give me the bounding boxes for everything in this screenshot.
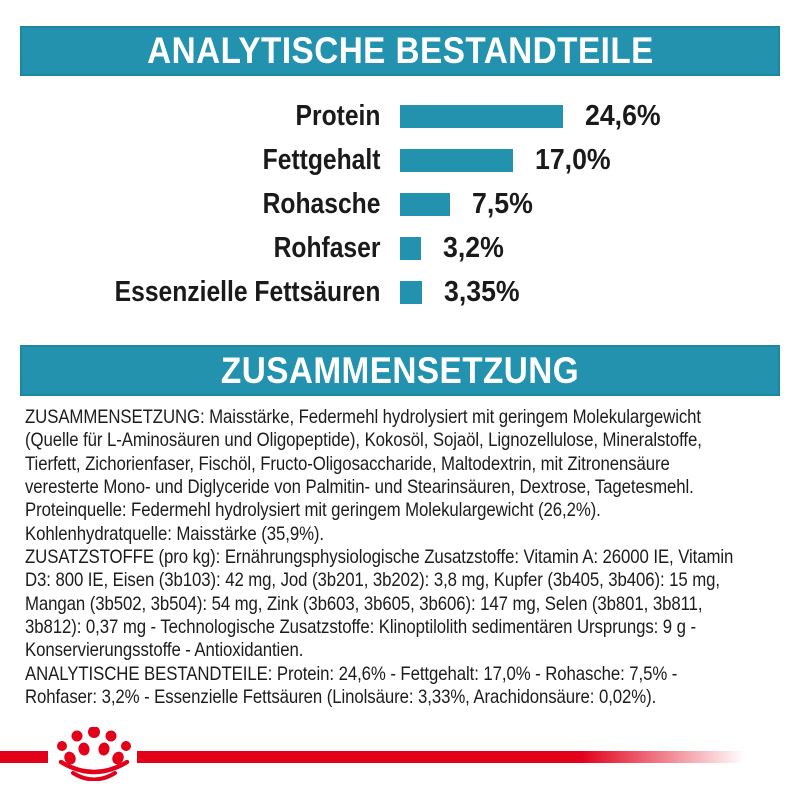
brand-stripe-left (0, 751, 48, 763)
analytical-banner-title: ANALYTISCHE BESTANDTEILE (146, 30, 654, 71)
composition-text-line: Rohfaser: 3,2% - Essenzielle Fettsäuren … (25, 686, 657, 709)
composition-text-line: D3: 800 IE, Eisen (3b103): 42 mg, Jod (3… (25, 569, 720, 592)
chart-bar (400, 236, 422, 260)
chart-value-label: 3,2% (443, 231, 505, 264)
composition-text-line: (Quelle für L-Aminosäuren und Oligopepti… (25, 429, 702, 452)
chart-row: Essenzielle Fettsäuren 3,35% (0, 270, 800, 314)
analytical-constituents-chart: Protein 24,6% Fettgehalt 17,0% Rohasche … (0, 94, 800, 314)
chart-value-label: 17,0% (534, 143, 611, 176)
composition-text-line: ZUSATZSTOFFE (pro kg): Ernährungsphysiol… (25, 546, 734, 569)
chart-value-label: 7,5% (471, 187, 533, 220)
brand-stripe-right (137, 751, 745, 763)
chart-bar (400, 192, 450, 216)
chart-category-label: Fettgehalt (262, 143, 381, 176)
royal-canin-crown-icon (57, 727, 131, 781)
chart-category-label: Essenzielle Fettsäuren (114, 275, 381, 308)
composition-text-line: Tierfett, Zichorienfaser, Fischöl, Fruct… (25, 452, 670, 475)
chart-bar (400, 148, 513, 172)
composition-text-line: Proteinquelle: Federmehl hydrolysiert mi… (25, 499, 601, 522)
composition-banner-title: ZUSAMMENSETZUNG (220, 349, 580, 391)
chart-bar (400, 104, 563, 128)
chart-category-label: Rohfaser (273, 231, 381, 264)
composition-text-line: ZUSAMMENSETZUNG: Maisstärke, Federmehl h… (25, 406, 701, 428)
composition-text-block: ZUSAMMENSETZUNG: Maisstärke, Federmehl h… (25, 406, 776, 709)
analytical-banner: ANALYTISCHE BESTANDTEILE (20, 26, 780, 76)
composition-text-line: Kohlenhydratquelle: Maisstärke (35,9%). (25, 522, 325, 545)
chart-row: Rohfaser 3,2% (0, 226, 800, 270)
composition-text-line: Mangan (3b502, 3b504): 54 mg, Zink (3b60… (25, 592, 703, 615)
chart-category-label: Rohasche (262, 187, 381, 220)
composition-text-line: veresterte Mono- und Diglyceride von Pal… (25, 476, 694, 499)
chart-row: Fettgehalt 17,0% (0, 138, 800, 182)
chart-row: Protein 24,6% (0, 94, 800, 138)
composition-text-line: ANALYTISCHE BESTANDTEILE: Protein: 24,6%… (25, 662, 678, 685)
chart-row: Rohasche 7,5% (0, 182, 800, 226)
chart-value-label: 24,6% (585, 99, 661, 132)
composition-text-line: Konservierungsstoffe - Antioxidantien. (25, 639, 304, 662)
chart-category-label: Protein (295, 99, 381, 132)
composition-banner: ZUSAMMENSETZUNG (20, 345, 780, 396)
composition-text-line: 3b812): 0,37 mg - Technologische Zusatzs… (25, 616, 696, 639)
chart-value-label: 3,35% (444, 275, 520, 308)
chart-bar (400, 280, 423, 304)
